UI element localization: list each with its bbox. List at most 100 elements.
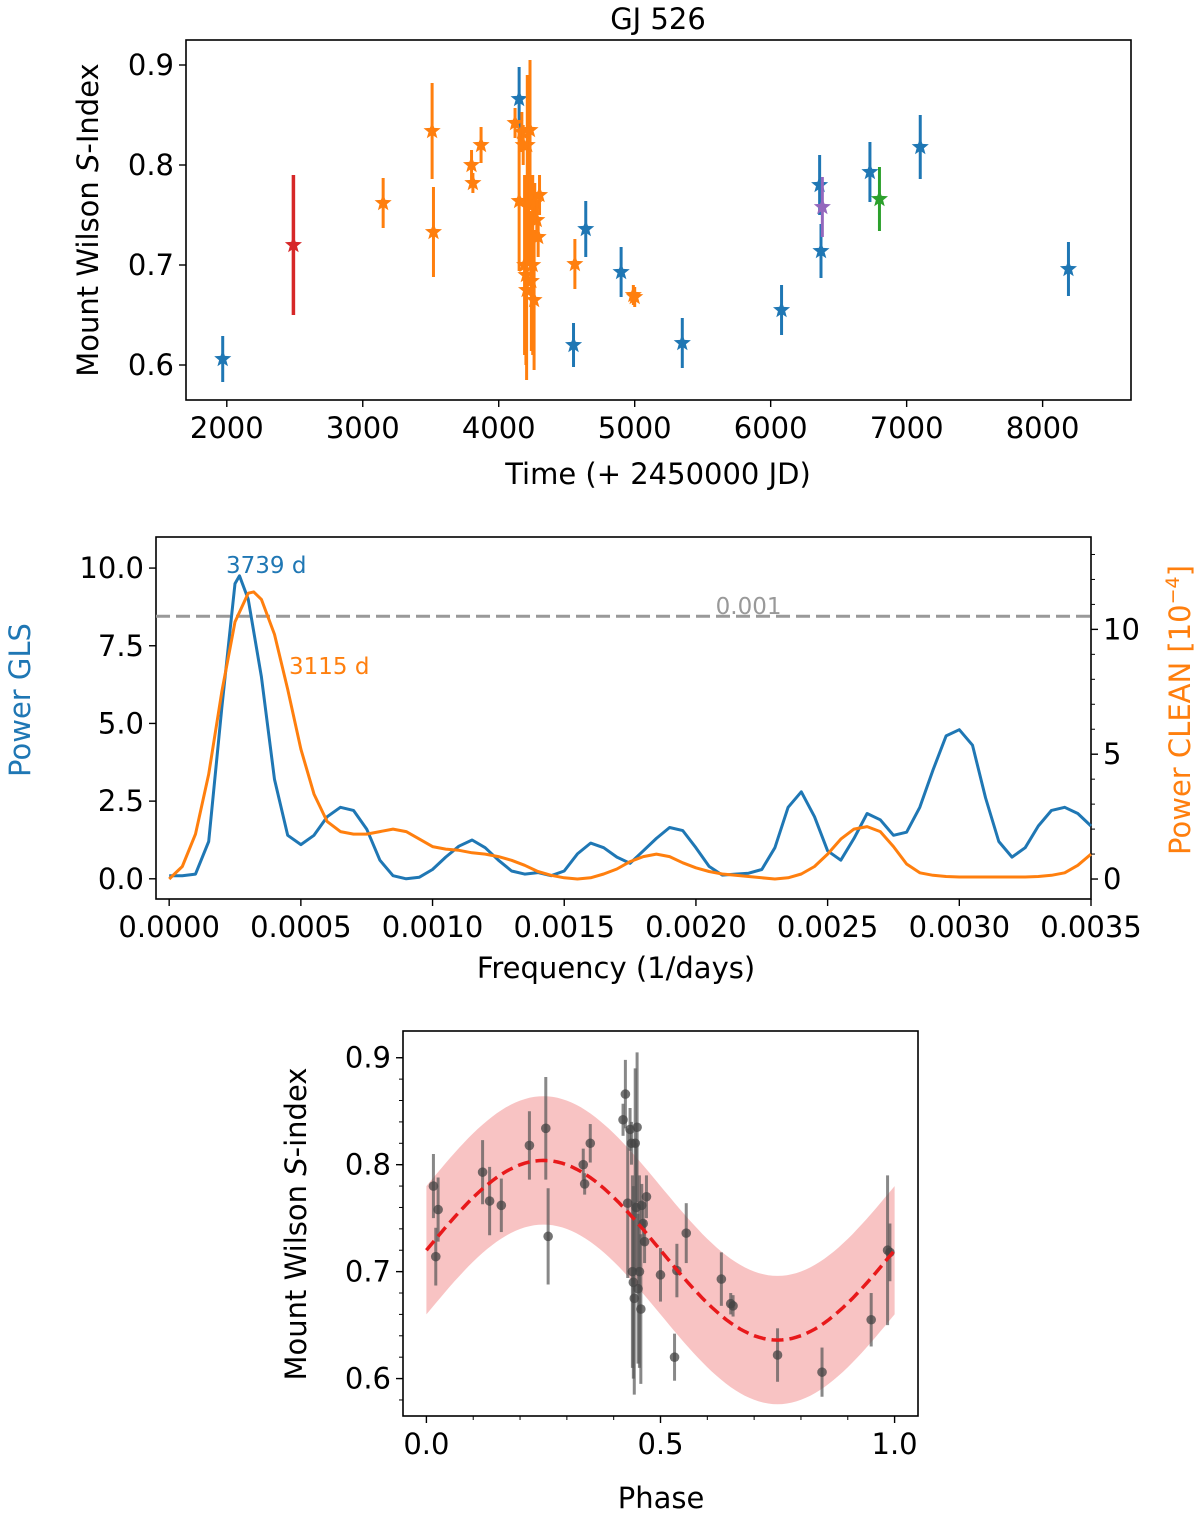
x-tick-label: 0.0 (403, 1427, 449, 1461)
y-tick-label: 0.9 (128, 48, 174, 82)
data-point (669, 1352, 680, 1362)
panel-phase-folded: Phase Mount Wilson S-index 0.0 0.5 1.0 0.6 0… (279, 1030, 919, 1515)
peak-label-gls: 3739 d (226, 553, 306, 579)
data-point (579, 1179, 590, 1189)
x-tick-label: 8000 (1006, 411, 1080, 445)
x-tick-label: 5000 (598, 411, 672, 445)
data-point-star (531, 186, 549, 203)
x-tick-label: 2000 (190, 411, 264, 445)
data-point (524, 1140, 535, 1151)
peak-label-clean: 3115 d (289, 654, 369, 680)
y-tick-label: 0.6 (128, 348, 174, 382)
y-left-tick-label: 0.0 (98, 862, 144, 896)
data-point (430, 1251, 441, 1262)
data-point-star (1059, 260, 1077, 277)
data-point (639, 1236, 650, 1247)
y-tick-label: 0.6 (345, 1362, 391, 1396)
data-point-star (374, 194, 392, 211)
time-series-axes-frame (185, 39, 1132, 401)
x-tick-label: 0.0000 (118, 910, 219, 944)
data-point-star (870, 190, 888, 207)
y-left-tick-label: 7.5 (98, 629, 144, 663)
data-point (585, 1138, 596, 1149)
data-point-star (911, 138, 929, 155)
data-point (728, 1301, 738, 1311)
phase-ticks: 0.0 0.5 1.0 0.6 0.7 0.8 0.9 (345, 1041, 918, 1461)
data-point-star (812, 242, 830, 259)
data-point-star (861, 163, 879, 180)
sinusoid-fit-line (425, 1158, 896, 1342)
clean-periodogram-line (168, 590, 1092, 881)
data-point (484, 1196, 495, 1206)
data-point-star (566, 255, 584, 272)
time-series-title: GJ 526 (610, 2, 706, 36)
data-point-star (521, 121, 539, 138)
data-point-star (284, 236, 302, 253)
data-point-star (518, 136, 536, 153)
data-point-star (510, 192, 528, 209)
threshold-label: 0.001 (716, 594, 782, 620)
data-point-star (673, 334, 691, 351)
data-point-star (529, 228, 547, 245)
data-point-star (773, 301, 791, 318)
x-tick-label: 7000 (870, 411, 944, 445)
x-tick-label: 4000 (462, 411, 536, 445)
x-tick-label: 3000 (326, 411, 400, 445)
data-point (496, 1200, 507, 1211)
y-left-tick-label: 5.0 (98, 706, 144, 740)
phase-marks (425, 1052, 896, 1405)
data-point (618, 1114, 628, 1125)
x-tick-label: 0.0030 (909, 910, 1010, 944)
data-point-star (520, 196, 538, 213)
data-point-star (506, 114, 524, 131)
data-point (633, 1283, 643, 1294)
data-point-star (612, 263, 630, 280)
data-point-star (463, 156, 481, 173)
data-point-star (510, 90, 528, 107)
data-point-star (577, 220, 595, 237)
data-point (622, 1198, 633, 1208)
x-tick-label: 0.0025 (777, 910, 878, 944)
y-tick-label: 0.9 (345, 1041, 391, 1075)
data-point (543, 1231, 553, 1242)
data-point-star (472, 136, 490, 153)
y-tick-label: 0.7 (128, 248, 174, 282)
periodogram-y-label-right: Power CLEAN [10−4] (1162, 565, 1197, 855)
data-point-star (813, 198, 831, 215)
data-point (578, 1159, 589, 1170)
data-point-star (424, 223, 442, 240)
periodogram-x-label: Frequency (1/days) (477, 951, 755, 985)
y-right-tick-label: 5 (1103, 737, 1121, 771)
data-point (634, 1266, 645, 1277)
data-point-star (518, 281, 536, 298)
time-series-y-label: Mount Wilson S-Index (71, 63, 105, 376)
x-tick-label: 0.0015 (513, 910, 614, 944)
data-point (428, 1181, 439, 1191)
phase-y-label: Mount Wilson S-index (279, 1068, 313, 1381)
data-point (627, 1266, 638, 1277)
y-left-tick-label: 10.0 (79, 551, 144, 585)
data-point (477, 1167, 488, 1177)
periodogram-axes-frame (155, 536, 1092, 900)
y-right-tick-label: 0 (1103, 862, 1121, 896)
x-tick-label: 0.0005 (250, 910, 351, 944)
data-point (681, 1228, 692, 1238)
y-left-tick-label: 2.5 (98, 784, 144, 818)
data-point-star (423, 122, 441, 139)
x-tick-label: 0.0020 (645, 910, 746, 944)
y-tick-label: 0.8 (128, 148, 174, 182)
panel-periodogram: Frequency (1/days) Power GLS Power CLEAN… (3, 536, 1197, 985)
panel-time-series: GJ 526 Time (+ 2450000 JD) Mount Wilson … (71, 2, 1132, 491)
data-point-star (525, 291, 543, 308)
x-tick-label: 0.5 (637, 1427, 683, 1461)
y-tick-label: 0.7 (345, 1255, 391, 1289)
periodogram-marks: 0.001 3739 d 3115 d (156, 553, 1093, 881)
phase-x-label: Phase (618, 1481, 705, 1515)
time-series-ticks: 2000 3000 4000 5000 6000 7000 8000 0.6 0.7 0.8 0.9 (128, 48, 1080, 445)
time-series-x-label: Time (+ 2450000 JD) (504, 457, 811, 491)
data-point (630, 1138, 641, 1149)
data-point (636, 1304, 646, 1314)
data-point (632, 1122, 642, 1133)
x-tick-label: 1.0 (872, 1427, 918, 1461)
